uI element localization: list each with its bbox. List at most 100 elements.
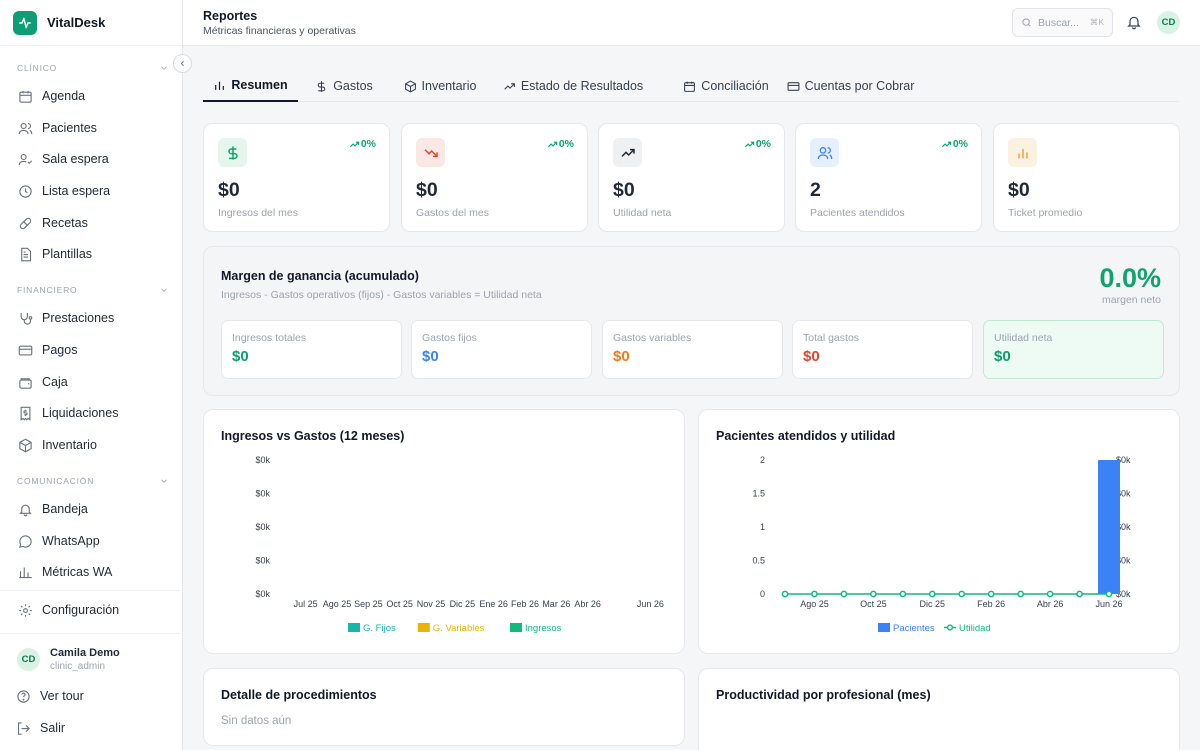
report-tabs: Resumen Gastos Inventario Estado de Resu… xyxy=(203,70,1179,102)
y-right-tick-label: $0k xyxy=(1116,489,1131,499)
trending-up-icon xyxy=(744,141,755,147)
chart-card-ingresos-gastos: Ingresos vs Gastos (12 meses) $0k $0k $0k $… xyxy=(203,409,685,654)
users-icon xyxy=(17,120,33,136)
x-tick-label: Oct 25 xyxy=(386,599,413,609)
margin-percent: 0.0% xyxy=(1099,263,1161,293)
tab-inventario[interactable]: Inventario xyxy=(392,70,488,102)
credit-card-icon xyxy=(787,81,800,91)
sidebar-item-inventario[interactable]: Inventario xyxy=(17,434,167,456)
point-utilidad xyxy=(811,590,818,598)
avatar[interactable]: CD xyxy=(17,648,40,671)
x-tick-label: Feb 26 xyxy=(511,599,539,609)
margin-item-utilidad: Utilidad neta $0 xyxy=(983,320,1164,379)
sidebar-item-sala-espera[interactable]: Sala espera xyxy=(17,148,167,170)
sidebar-item-caja[interactable]: Caja xyxy=(17,371,167,393)
trending-up-icon xyxy=(547,141,558,147)
section-header-comunicacion[interactable]: COMUNICACIÓN xyxy=(17,476,169,486)
collapse-sidebar-button[interactable] xyxy=(173,54,192,73)
kpi-card-utilidad: 0% $0 Utilidad neta xyxy=(598,123,785,232)
y-tick-label: $0k xyxy=(255,489,270,499)
pill-icon xyxy=(17,215,33,231)
y-tick-label: $0k xyxy=(255,589,270,599)
search-icon xyxy=(1022,18,1031,27)
kpi-label: Ingresos del mes xyxy=(218,207,298,219)
sidebar-item-label: Recetas xyxy=(42,216,88,230)
help-circle-icon xyxy=(15,688,31,704)
kpi-value: $0 xyxy=(613,179,635,201)
sidebar-item-label: Pagos xyxy=(42,343,78,357)
sidebar-item-recetas[interactable]: Recetas xyxy=(17,212,167,234)
x-tick-label: Sep 25 xyxy=(354,599,383,609)
y-right-tick-label: $0k xyxy=(1116,522,1131,532)
tab-estado-resultados[interactable]: Estado de Resultados xyxy=(498,70,648,102)
notification-bell-icon[interactable] xyxy=(1126,14,1142,30)
sidebar-item-pacientes[interactable]: Pacientes xyxy=(17,117,167,139)
sidebar-item-whatsapp[interactable]: WhatsApp xyxy=(17,530,167,552)
margin-item-value: $0 xyxy=(994,348,1011,365)
tab-resumen[interactable]: Resumen xyxy=(203,70,298,102)
section-header-financiero[interactable]: FINANCIERO xyxy=(17,285,169,295)
margin-item-fijos: Gastos fijos $0 xyxy=(411,320,592,379)
margin-item-value: $0 xyxy=(232,348,249,365)
avatar[interactable]: CD xyxy=(1157,11,1180,34)
credit-card-icon xyxy=(17,342,33,358)
trend-value: 0% xyxy=(755,138,771,150)
tab-conciliacion[interactable]: Conciliación xyxy=(665,70,787,102)
tab-gastos[interactable]: Gastos xyxy=(306,70,382,102)
margin-item-label: Gastos fijos xyxy=(422,332,477,344)
x-tick-label: Ago 25 xyxy=(323,599,352,609)
sidebar-item-label: Bandeja xyxy=(42,502,88,516)
sidebar-item-agenda[interactable]: Agenda xyxy=(17,85,167,107)
margin-item-label: Total gastos xyxy=(803,332,860,344)
search-input[interactable]: Buscar... ⌘K xyxy=(1012,8,1113,37)
sidebar-item-label: Caja xyxy=(42,375,68,389)
margin-item-label: Gastos variables xyxy=(613,332,692,344)
trending-up-icon xyxy=(349,141,360,147)
sidebar-item-configuracion[interactable]: Configuración xyxy=(17,599,167,621)
point-utilidad xyxy=(1046,590,1054,598)
kpi-value: $0 xyxy=(218,179,240,201)
tour-button[interactable]: Ver tour xyxy=(15,685,165,707)
tab-label: Gastos xyxy=(333,79,373,93)
tab-cuentas-cobrar[interactable]: Cuentas por Cobrar xyxy=(783,70,918,102)
trending-up-icon xyxy=(613,138,642,167)
search-shortcut: ⌘K xyxy=(1089,17,1104,27)
calendar-icon xyxy=(684,81,696,92)
section-header-clinico[interactable]: CLÍNICO xyxy=(17,63,169,73)
kpi-label: Ticket promedio xyxy=(1008,207,1083,219)
y-tick-label: $0k xyxy=(255,522,270,532)
sidebar-item-plantillas[interactable]: Plantillas xyxy=(17,243,167,265)
procedures-title: Detalle de procedimientos xyxy=(221,688,377,702)
sidebar-item-pagos[interactable]: Pagos xyxy=(17,339,167,361)
y-right-tick-label: $0k xyxy=(1116,556,1131,566)
x-tick-label: Mar 26 xyxy=(542,599,570,609)
sidebar-item-lista-espera[interactable]: Lista espera xyxy=(17,180,167,202)
x-tick-label: Jun 26 xyxy=(637,599,664,609)
chart-title: Ingresos vs Gastos (12 meses) xyxy=(221,429,405,443)
kpi-card-gastos: 0% $0 Gastos del mes xyxy=(401,123,588,232)
legend-label: G. Fijos xyxy=(363,623,396,634)
app-name: VitalDesk xyxy=(47,15,106,30)
sidebar-item-prestaciones[interactable]: Prestaciones xyxy=(17,307,167,329)
brand[interactable]: VitalDesk xyxy=(0,0,182,46)
y-left-tick-label: 0 xyxy=(760,589,765,599)
kpi-label: Pacientes atendidos xyxy=(810,207,905,219)
productivity-card: Productividad por profesional (mes) xyxy=(698,668,1180,750)
margin-title: Margen de ganancia (acumulado) xyxy=(221,269,419,283)
trend-badge: 0% xyxy=(941,138,968,150)
point-utilidad xyxy=(870,590,877,598)
y-left-tick-label: 0.5 xyxy=(752,556,765,566)
sidebar-item-bandeja[interactable]: Bandeja xyxy=(17,498,167,520)
logout-label: Salir xyxy=(40,721,66,735)
sidebar-item-liquidaciones[interactable]: Liquidaciones xyxy=(17,402,167,424)
users-icon xyxy=(810,138,839,167)
logout-button[interactable]: Salir xyxy=(15,717,165,739)
y-left-tick-label: 1 xyxy=(760,522,765,532)
tab-label: Resumen xyxy=(231,78,288,92)
x-tick-label: Oct 25 xyxy=(860,599,887,609)
clock-icon xyxy=(17,183,33,199)
stethoscope-icon xyxy=(17,310,33,326)
search-placeholder: Buscar... xyxy=(1038,16,1079,29)
sidebar-item-metricas-wa[interactable]: Métricas WA xyxy=(17,561,167,583)
dollar-icon xyxy=(317,80,326,92)
